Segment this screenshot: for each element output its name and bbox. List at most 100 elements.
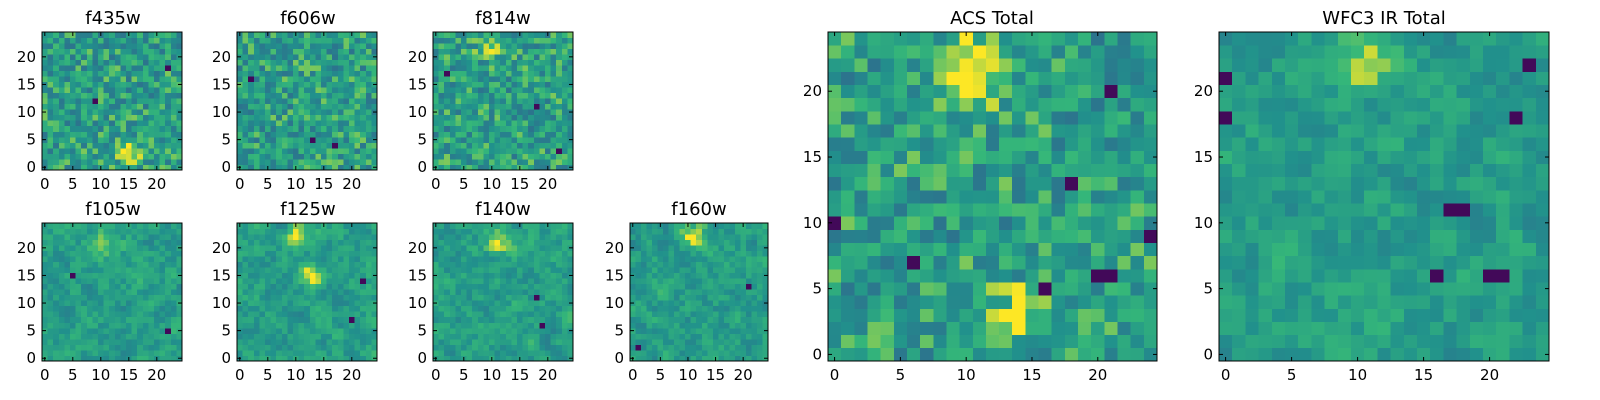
heatmap-cell: [449, 294, 456, 301]
heatmap-cell: [511, 256, 518, 263]
heatmap-cell: [545, 239, 551, 246]
heatmap-cell: [556, 300, 563, 307]
heatmap-cell: [142, 228, 149, 235]
heatmap-cell: [539, 153, 546, 160]
heatmap-cell: [712, 234, 719, 240]
heatmap-cell: [287, 234, 294, 240]
x-tick-label: 0: [431, 175, 441, 193]
heatmap-cell: [81, 131, 88, 138]
heatmap-cell: [159, 65, 166, 72]
heatmap-cell: [517, 272, 523, 279]
heatmap-cell: [120, 223, 127, 229]
axes-frame: [432, 222, 574, 362]
heatmap-cell: [483, 43, 490, 49]
heatmap-cell: [237, 103, 243, 110]
heatmap-cell: [142, 355, 149, 362]
heatmap-cell: [489, 142, 495, 149]
heatmap-cell: [98, 316, 104, 323]
heatmap-cell: [477, 109, 484, 116]
heatmap-cell: [304, 92, 311, 99]
heatmap-cell: [248, 48, 255, 55]
heatmap-cell: [92, 153, 99, 160]
heatmap-cell: [242, 98, 249, 105]
heatmap-cell: [259, 234, 266, 240]
heatmap-cell: [494, 344, 501, 351]
heatmap-cell: [332, 294, 339, 301]
heatmap-cell: [53, 223, 60, 229]
heatmap-cell: [466, 305, 473, 312]
heatmap-cell: [505, 131, 512, 138]
heatmap-cell: [98, 333, 104, 340]
heatmap-cell: [42, 305, 48, 312]
heatmap-cell: [477, 158, 484, 165]
heatmap-cell: [483, 278, 490, 285]
heatmap-cell: [259, 278, 266, 285]
heatmap-cell: [242, 136, 249, 143]
heatmap-cell: [75, 120, 82, 127]
heatmap-cell: [354, 355, 361, 362]
y-tick-label: 0: [614, 349, 624, 367]
heatmap-cell: [53, 164, 60, 171]
heatmap-cell: [561, 70, 568, 77]
heatmap-cell: [170, 327, 177, 334]
heatmap-cell: [556, 43, 563, 49]
heatmap-cell: [360, 114, 367, 121]
heatmap-cell: [472, 59, 479, 66]
heatmap-cell: [444, 81, 451, 88]
heatmap-cell: [64, 103, 71, 110]
heatmap-cell: [159, 120, 166, 127]
heatmap-cell: [58, 87, 65, 94]
heatmap-cell: [114, 300, 121, 307]
heatmap-cell: [880, 268, 895, 283]
heatmap-cell: [92, 103, 99, 110]
heatmap-cell: [298, 355, 305, 362]
heatmap-cell: [237, 316, 243, 323]
heatmap-cell: [906, 295, 921, 309]
heatmap-cell: [539, 81, 546, 88]
heatmap-cell: [53, 234, 60, 240]
heatmap-cell: [109, 147, 116, 154]
heatmap-cell: [293, 70, 299, 77]
heatmap-cell: [1064, 176, 1079, 191]
heatmap-cell: [47, 355, 54, 362]
heatmap-cell: [337, 239, 344, 246]
heatmap-cell: [455, 256, 462, 263]
heatmap-cell: [304, 300, 311, 307]
heatmap-cell: [332, 250, 339, 257]
heatmap-cell: [47, 256, 54, 263]
heatmap-cell: [455, 344, 462, 351]
heatmap-cell: [81, 59, 88, 66]
heatmap-cell: [354, 37, 361, 44]
heatmap-cell: [242, 294, 249, 301]
heatmap-cell: [528, 289, 535, 296]
heatmap-cell: [148, 234, 155, 240]
heatmap-cell: [126, 305, 132, 312]
heatmap-cell: [126, 153, 132, 160]
heatmap-cell: [259, 305, 266, 312]
heatmap-cell: [281, 164, 288, 171]
heatmap-cell: [920, 347, 934, 362]
heatmap-cell: [148, 114, 155, 121]
heatmap-cell: [461, 92, 467, 99]
heatmap-cell: [304, 234, 311, 240]
heatmap-cell: [511, 223, 518, 229]
heatmap-cell: [867, 308, 882, 322]
heatmap-cell: [1012, 203, 1026, 217]
heatmap-cell: [248, 344, 255, 351]
heatmap-cell: [321, 120, 327, 127]
axes-frame: [236, 31, 378, 171]
heatmap-cell: [86, 59, 93, 66]
heatmap-cell: [854, 282, 868, 296]
heatmap-cell: [326, 316, 333, 323]
heatmap-cell: [81, 37, 88, 44]
heatmap-cell: [550, 59, 557, 66]
heatmap-cell: [137, 245, 144, 251]
heatmap-cell: [47, 234, 54, 240]
heatmap-cell: [332, 120, 339, 127]
heatmap-cell: [42, 239, 48, 246]
heatmap-cell: [561, 65, 568, 72]
heatmap-cell: [126, 311, 132, 318]
heatmap-cell: [522, 239, 529, 246]
heatmap-cell: [505, 223, 512, 229]
heatmap-cell: [281, 300, 288, 307]
